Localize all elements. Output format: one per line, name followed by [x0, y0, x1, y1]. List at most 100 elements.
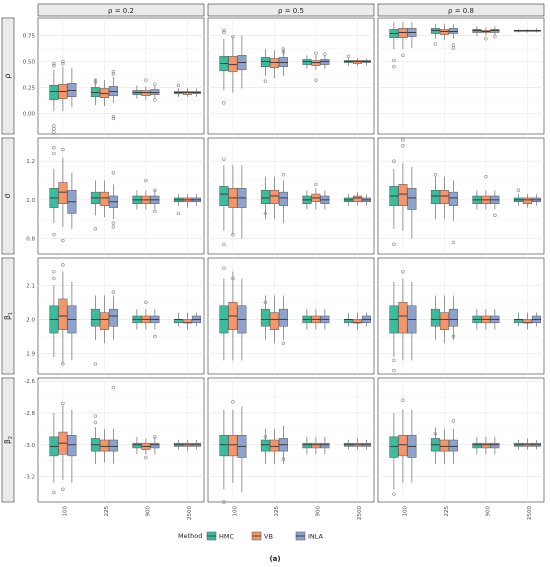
box-hmc	[173, 312, 183, 327]
x-tick-label: 225	[104, 506, 110, 517]
outlier-point	[222, 157, 226, 161]
box-vb	[481, 436, 491, 455]
box-body	[182, 319, 192, 324]
outlier-point	[111, 171, 116, 175]
box-vb	[99, 80, 109, 107]
outlier-point	[52, 151, 56, 156]
outlier-point	[153, 435, 157, 439]
box-body	[439, 439, 449, 452]
box-vb	[398, 278, 408, 361]
box-hmc	[90, 427, 100, 464]
box-inla	[67, 281, 77, 361]
box-hmc	[343, 58, 353, 66]
box-vb	[141, 190, 151, 210]
outlier-point	[52, 63, 56, 68]
outlier-point	[314, 182, 318, 187]
outlier-point	[61, 61, 65, 66]
box-vb	[182, 88, 192, 97]
outlier-point	[281, 173, 286, 177]
outlier-point	[392, 64, 396, 69]
box-inla	[191, 88, 201, 97]
row-strip-subscript: 2	[8, 436, 14, 439]
x-tick-label: 900	[315, 506, 321, 517]
outlier-point	[401, 144, 405, 148]
facet-panel	[37, 17, 205, 135]
box-hmc	[472, 190, 482, 210]
box-body	[311, 442, 321, 449]
box-vb	[269, 50, 279, 79]
facet-strips: ρ = 0.2 ρ = 0.5 ρ = 0.8 ρ σ β1 β2	[1, 3, 545, 503]
row-strip	[1, 17, 15, 135]
outlier-point	[93, 80, 98, 84]
box-body	[302, 59, 312, 65]
facet-panel	[207, 17, 375, 135]
outlier-point	[61, 59, 65, 64]
box-hmc	[389, 168, 399, 229]
outlier-point	[144, 178, 148, 183]
row-strip-label: σ	[3, 193, 12, 198]
box-inla	[320, 309, 330, 330]
outlier-point	[484, 174, 488, 179]
box-vb	[311, 309, 321, 330]
box-hmc	[472, 26, 482, 36]
x-tick-label: 100	[62, 506, 68, 517]
outlier-point	[153, 98, 157, 102]
box-hmc	[389, 281, 399, 357]
x-tick-label: 2500	[527, 506, 533, 520]
outlier-point	[451, 46, 456, 50]
box-vb	[481, 190, 491, 210]
outlier-point	[61, 147, 65, 152]
box-inla	[108, 184, 118, 220]
outlier-point	[153, 334, 157, 339]
outlier-point	[263, 435, 268, 439]
column-strip-label: ρ = 0.2	[108, 7, 134, 15]
box-body	[430, 28, 440, 34]
box-inla	[490, 309, 500, 330]
box-hmc	[219, 278, 229, 361]
outlier-point	[231, 276, 235, 281]
box-body	[302, 442, 312, 449]
box-vb	[269, 295, 279, 344]
box-body	[99, 439, 109, 452]
box-vb	[141, 438, 151, 455]
box-hmc	[219, 165, 229, 231]
outlier-point	[61, 401, 65, 406]
box-body	[108, 308, 118, 327]
legend-item: VB	[251, 531, 273, 541]
box-body	[398, 28, 408, 38]
box-hmc	[90, 180, 100, 216]
box-hmc	[343, 312, 353, 327]
column-strip-label: ρ = 0.8	[448, 7, 474, 15]
box-vb	[439, 24, 449, 40]
box-inla	[361, 440, 371, 450]
box-inla	[448, 24, 458, 39]
box-hmc	[90, 295, 100, 340]
box-body	[278, 308, 288, 327]
outlier-point	[451, 43, 456, 47]
box-inla	[407, 22, 417, 49]
row-strip	[1, 257, 15, 375]
box-inla	[150, 309, 160, 330]
outlier-point	[231, 400, 235, 404]
box-body	[448, 191, 458, 206]
box-vb	[228, 36, 238, 93]
box-body	[398, 302, 408, 334]
outlier-point	[263, 211, 268, 216]
box-hmc	[260, 295, 270, 340]
box-inla	[361, 194, 371, 206]
box-vb	[398, 163, 408, 231]
outlier-point	[144, 455, 148, 460]
box-body	[311, 60, 321, 66]
outlier-point	[93, 362, 98, 366]
outlier-point	[401, 138, 405, 142]
box-vb	[352, 192, 362, 206]
outlier-point	[451, 334, 456, 339]
outlier-point	[392, 58, 396, 63]
box-body	[269, 189, 279, 204]
outlier-point	[392, 242, 396, 247]
box-body	[320, 442, 330, 449]
box-inla	[67, 409, 77, 483]
box-inla	[191, 194, 201, 206]
outlier-point	[401, 53, 405, 57]
